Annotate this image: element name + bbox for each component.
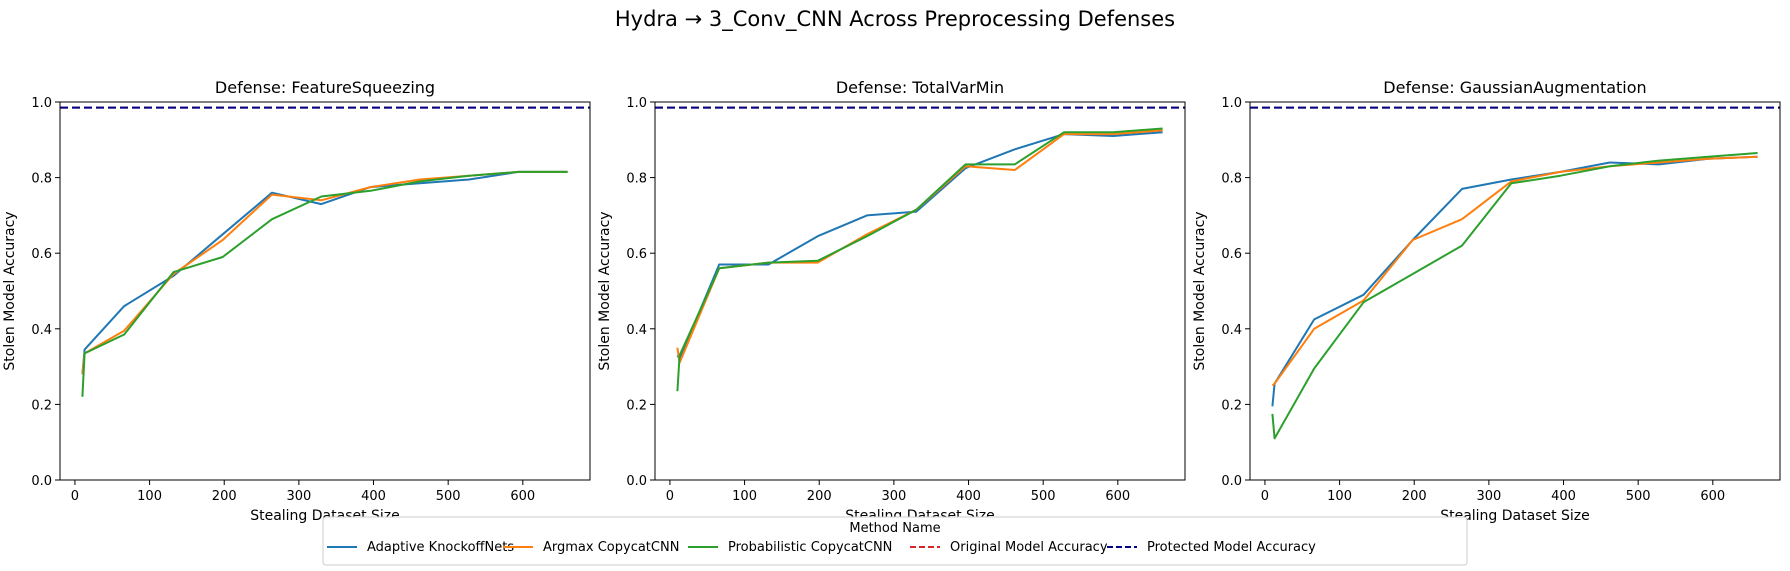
series-line-probabilistic-copycatcnn xyxy=(1271,152,1758,440)
x-tick-label: 300 xyxy=(881,489,906,504)
legend-item-probabilistic-copycatcnn: Probabilistic CopycatCNN xyxy=(688,540,892,555)
y-tick-label: 1.0 xyxy=(1221,96,1242,111)
legend-label: Argmax CopycatCNN xyxy=(543,540,679,555)
legend-label: Probabilistic CopycatCNN xyxy=(728,540,892,555)
y-tick-label: 0.2 xyxy=(626,398,647,413)
y-tick-label: 0.2 xyxy=(1221,398,1242,413)
figure-title: Hydra → 3_Conv_CNN Across Preprocessing … xyxy=(615,7,1175,32)
series-line-probabilistic-copycatcnn xyxy=(676,127,1163,392)
y-tick-label: 0.6 xyxy=(1221,247,1242,262)
y-tick-label: 0.4 xyxy=(626,323,647,338)
subplot-title: Defense: GaussianAugmentation xyxy=(1383,78,1646,97)
x-tick-label: 200 xyxy=(807,489,832,504)
subplot-title: Defense: TotalVarMin xyxy=(836,78,1004,97)
series-line-adaptive-knockoffnets xyxy=(676,131,1163,360)
legend-item-original-model-accuracy: Original Model Accuracy xyxy=(910,540,1108,555)
subplot-gaussianaugmentation: Defense: GaussianAugmentation Stealing Da… xyxy=(1192,78,1781,524)
legend-label: Adaptive KnockoffNets xyxy=(367,540,514,555)
legend-frame xyxy=(322,516,1468,566)
x-tick-label: 300 xyxy=(286,489,311,504)
y-tick-label: 0.8 xyxy=(1221,172,1242,187)
x-tick-label: 600 xyxy=(510,489,535,504)
y-axis-label: Stolen Model Accuracy xyxy=(2,211,18,370)
series-line-probabilistic-copycatcnn xyxy=(81,170,568,397)
y-tick-label: 0.0 xyxy=(31,474,52,489)
plot-area xyxy=(60,106,590,397)
x-tick-label: 100 xyxy=(1327,489,1352,504)
x-tick-label: 400 xyxy=(956,489,981,504)
x-tick-label: 400 xyxy=(1551,489,1576,504)
y-tick-label: 1.0 xyxy=(626,96,647,111)
x-tick-label: 500 xyxy=(436,489,461,504)
y-tick-label: 0.6 xyxy=(31,247,52,262)
axes-frame xyxy=(654,101,1186,481)
x-tick-label: 0 xyxy=(71,489,79,504)
axes-frame xyxy=(59,101,591,481)
x-tick-label: 500 xyxy=(1626,489,1651,504)
x-tick-label: 0 xyxy=(1261,489,1269,504)
y-axis-label: Stolen Model Accuracy xyxy=(597,211,613,370)
x-tick-label: 100 xyxy=(732,489,757,504)
axes-frame xyxy=(1249,101,1781,481)
x-tick-label: 100 xyxy=(137,489,162,504)
plot-area xyxy=(655,106,1185,392)
series-line-argmax-copycatcnn xyxy=(676,129,1163,364)
legend: Method Name Adaptive KnockoffNets Argmax … xyxy=(322,516,1468,566)
x-axis-label: Stealing Dataset Size xyxy=(1440,508,1590,524)
y-tick-label: 0.2 xyxy=(31,398,52,413)
y-tick-label: 0.6 xyxy=(626,247,647,262)
x-tick-label: 200 xyxy=(212,489,237,504)
x-tick-label: 600 xyxy=(1105,489,1130,504)
x-tick-label: 500 xyxy=(1031,489,1056,504)
x-tick-label: 200 xyxy=(1402,489,1427,504)
legend-item-argmax-copycatcnn: Argmax CopycatCNN xyxy=(503,540,679,555)
y-axis-label: Stolen Model Accuracy xyxy=(1192,211,1208,370)
y-tick-label: 0.8 xyxy=(31,172,52,187)
legend-item-adaptive-knockoffnets: Adaptive KnockoffNets xyxy=(327,540,514,555)
series-line-adaptive-knockoffnets xyxy=(1271,155,1758,407)
x-tick-label: 600 xyxy=(1700,489,1725,504)
x-tick-label: 300 xyxy=(1476,489,1501,504)
x-tick-label: 0 xyxy=(666,489,674,504)
series-line-argmax-copycatcnn xyxy=(1271,155,1758,387)
subplot-title: Defense: FeatureSqueezing xyxy=(215,78,435,97)
legend-label: Original Model Accuracy xyxy=(950,540,1108,555)
legend-label: Protected Model Accuracy xyxy=(1147,540,1316,555)
legend-item-protected-model-accuracy: Protected Model Accuracy xyxy=(1107,540,1316,555)
x-tick-label: 400 xyxy=(361,489,386,504)
legend-title: Method Name xyxy=(849,521,940,536)
y-tick-label: 0.8 xyxy=(626,172,647,187)
plot-area xyxy=(1250,106,1780,440)
y-tick-label: 0.0 xyxy=(1221,474,1242,489)
y-tick-label: 1.0 xyxy=(31,96,52,111)
y-tick-label: 0.4 xyxy=(31,323,52,338)
y-tick-label: 0.0 xyxy=(626,474,647,489)
series-line-adaptive-knockoffnets xyxy=(81,170,568,375)
y-tick-label: 0.4 xyxy=(1221,323,1242,338)
